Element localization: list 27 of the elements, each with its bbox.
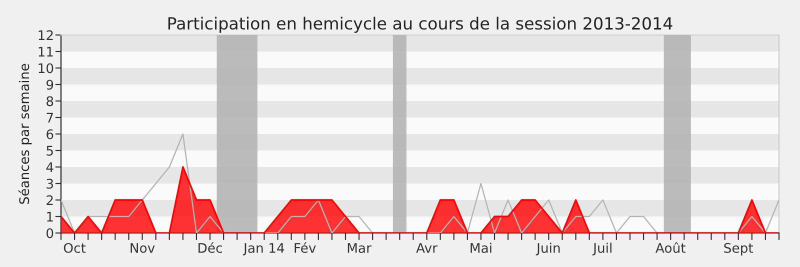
- y-tick-label: 8: [46, 96, 54, 106]
- y-axis-title: Séances par semaine: [18, 64, 32, 204]
- y-tick-label: 2: [46, 195, 53, 206]
- x-tick-label: Juin: [536, 242, 560, 256]
- x-tick-label: Jan 14: [242, 243, 284, 256]
- y-tick-label: 0: [46, 228, 54, 238]
- y-tick-label: 12: [38, 30, 53, 40]
- y-tick-label: 6: [46, 129, 54, 140]
- x-tick-label: Déc: [198, 242, 222, 253]
- y-tick-label: 3: [46, 178, 53, 189]
- y-tick-label: 10: [38, 63, 54, 74]
- y-tick-label: 7: [46, 112, 53, 123]
- chart-title: Participation en hemicycle au cours de la session 2013-2014: [168, 16, 672, 33]
- x-tick-label: Juil: [592, 242, 612, 256]
- x-tick-label: Sept: [724, 242, 754, 256]
- x-tick-label: Août: [656, 242, 686, 253]
- x-tick-label: Avr: [416, 243, 438, 253]
- x-tick-label: Nov: [130, 243, 155, 253]
- x-tick-label: Mai: [470, 242, 492, 253]
- y-tick-label: 4: [46, 162, 54, 172]
- y-tick-label: 1: [47, 212, 53, 222]
- y-tick-label: 9: [46, 80, 54, 90]
- x-tick-label: Oct: [64, 242, 86, 253]
- x-tick-label: Mar: [348, 243, 372, 253]
- y-tick-label: 11: [38, 46, 53, 57]
- y-tick-label: 5: [46, 146, 53, 156]
- x-tick-label: Fév: [294, 242, 316, 253]
